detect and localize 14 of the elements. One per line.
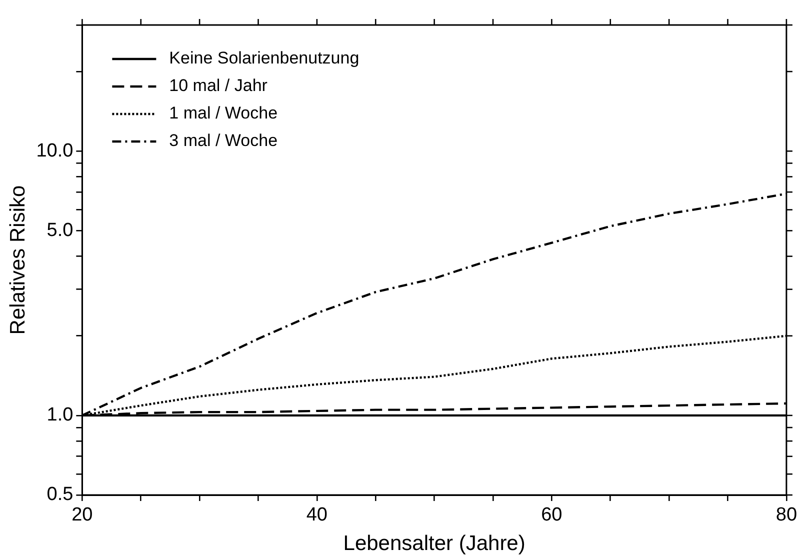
legend-label: 10 mal / Jahr [169,76,268,96]
legend-label: 3 mal / Woche [169,131,278,150]
x-tick-label: 80 [776,504,798,526]
legend-label: 1 mal / Woche [169,104,278,123]
x-axis-title: Lebensalter (Jahre) [343,532,526,556]
legend-label: Keine Solarienbenutzung [169,48,360,68]
x-tick-label: 20 [72,504,93,526]
y-tick-label: 5.0 [46,220,74,241]
y-tick-label: 1.0 [46,404,74,426]
x-tick-label: 40 [306,504,328,526]
y-tick-label: 0.5 [46,484,74,506]
x-tick-label: 60 [541,504,562,526]
y-axis-title: Relatives Risiko [6,185,30,335]
y-tick-label: 10.0 [36,140,74,162]
